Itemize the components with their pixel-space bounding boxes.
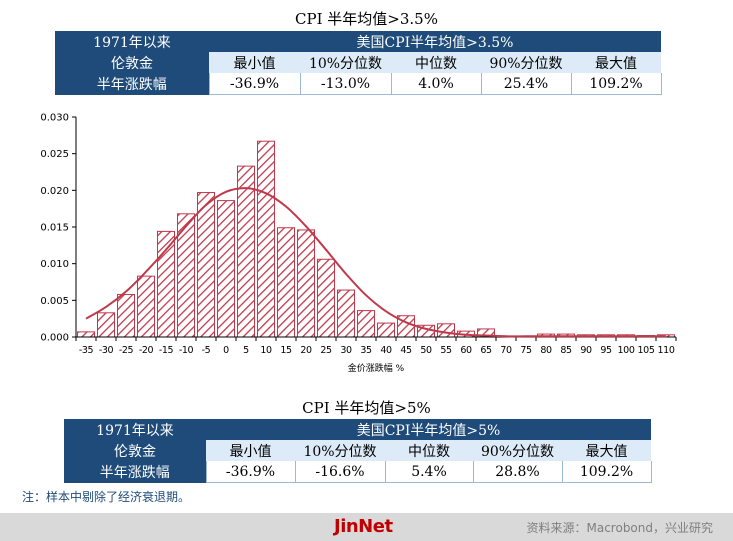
x-tick-label: 10 xyxy=(260,345,272,356)
chart-axes: 0.000 0.005 0.010 0.015 0.020 0.025 0.030 -35 -3… xyxy=(40,113,677,356)
table2-side-label-2: 伦敦金 xyxy=(64,440,206,461)
x-tick-label: 0 xyxy=(223,345,229,356)
histogram-bars xyxy=(77,140,675,338)
table2-col-p10: 10%分位数 xyxy=(295,440,385,461)
table2-title: CPI 半年均值>5% xyxy=(302,399,431,417)
histogram-bar xyxy=(117,293,135,338)
table1-col-min: 最小值 xyxy=(209,52,300,73)
x-tick-label: -30 xyxy=(99,345,114,356)
table2-col-median: 中位数 xyxy=(385,440,473,461)
x-tick-label: -5 xyxy=(202,345,211,356)
x-tick-label: 40 xyxy=(380,345,392,356)
x-tick-label: 105 xyxy=(638,345,655,356)
table2-value-min: -36.9% xyxy=(205,461,296,483)
jinnet-logo: JinNet xyxy=(334,516,393,537)
fitted-density-curve xyxy=(85,187,666,338)
y-tick-label: 0.000 xyxy=(40,333,69,344)
table1-side-label-3: 半年涨跌幅 xyxy=(55,73,209,95)
y-tick-label: 0.030 xyxy=(40,113,69,124)
x-tick-label: 35 xyxy=(360,345,372,356)
stats-table-2: 1971年以来 美国CPI半年均值>5% 伦敦金 最小值 10%分位数 中位数 … xyxy=(64,419,652,483)
table1-header: 美国CPI半年均值>3.5% xyxy=(209,31,662,52)
y-tick-label: 0.010 xyxy=(40,259,69,270)
table1-value-max: 109.2% xyxy=(571,73,662,95)
x-tick-label: 75 xyxy=(520,345,532,356)
source-text: 资料来源：Macrobond，兴业研究 xyxy=(526,521,714,535)
y-tick-label: 0.025 xyxy=(40,149,69,160)
x-tick-label: 25 xyxy=(320,345,332,356)
table2-value-p90: 28.8% xyxy=(473,461,563,483)
table1-title: CPI 半年均值>3.5% xyxy=(295,10,438,28)
table2-value-median: 5.4% xyxy=(385,461,474,483)
x-tick-label: 80 xyxy=(540,345,552,356)
x-tick-label: 55 xyxy=(440,345,452,356)
y-tick-label: 0.015 xyxy=(40,223,69,234)
x-tick-label: 15 xyxy=(280,345,292,356)
y-tick-label: 0.005 xyxy=(40,296,69,307)
x-tick-label: 70 xyxy=(500,345,512,356)
footnote: 注：样本中剔除了经济衰退期。 xyxy=(22,490,191,504)
table2-col-min: 最小值 xyxy=(206,440,295,461)
table2-side-label-1: 1971年以来 xyxy=(64,419,206,440)
x-tick-label: 50 xyxy=(420,345,432,356)
histogram-bar xyxy=(377,322,395,338)
table1-value-p90: 25.4% xyxy=(481,73,572,95)
table2-col-p90: 90%分位数 xyxy=(473,440,562,461)
table1-value-p10: -13.0% xyxy=(300,73,392,95)
table1-col-max: 最大值 xyxy=(571,52,662,73)
histogram-bar xyxy=(357,310,375,338)
table2-col-max: 最大值 xyxy=(562,440,652,461)
histogram-bar xyxy=(257,140,275,338)
histogram-bar xyxy=(97,312,115,338)
table1-side-label-2: 伦敦金 xyxy=(55,52,209,73)
x-tick-label: -25 xyxy=(119,345,134,356)
x-tick-label: 110 xyxy=(658,345,675,356)
table2-side-label-3: 半年涨跌幅 xyxy=(64,461,206,483)
histogram-bar xyxy=(197,192,215,338)
y-tick-label: 0.020 xyxy=(40,186,69,197)
x-tick-label: 95 xyxy=(600,345,612,356)
table1-value-median: 4.0% xyxy=(391,73,482,95)
x-tick-label: -15 xyxy=(159,345,174,356)
table1-side-label-1: 1971年以来 xyxy=(55,31,209,52)
stats-table-1: 1971年以来 美国CPI半年均值>3.5% 伦敦金 最小值 10%分位数 中位… xyxy=(55,31,662,95)
histogram-bar xyxy=(157,230,175,338)
x-tick-label: 30 xyxy=(340,345,352,356)
x-axis-label: 金价涨跌幅 % xyxy=(348,362,405,374)
table2-value-max: 109.2% xyxy=(562,461,652,483)
table1-value-min: -36.9% xyxy=(208,73,301,95)
x-tick-label: -35 xyxy=(79,345,94,356)
table1-col-median: 中位数 xyxy=(391,52,481,73)
x-tick-label: 45 xyxy=(400,345,412,356)
x-tick-label: -20 xyxy=(139,345,154,356)
table2-header: 美国CPI半年均值>5% xyxy=(206,419,652,440)
x-tick-label: 65 xyxy=(480,345,492,356)
histogram-bar xyxy=(317,258,335,338)
x-tick-label: -10 xyxy=(179,345,194,356)
x-tick-label: 85 xyxy=(560,345,572,356)
x-tick-label: 90 xyxy=(580,345,592,356)
histogram-bar xyxy=(77,331,95,338)
x-tick-label: 20 xyxy=(300,345,312,356)
x-tick-label: 5 xyxy=(243,345,249,356)
histogram-bar xyxy=(217,200,235,338)
histogram-bar xyxy=(297,229,315,338)
footer-bar: JinNet 资料来源：Macrobond，兴业研究 xyxy=(0,513,733,541)
histogram-bar xyxy=(277,227,295,338)
histogram-bar xyxy=(237,165,255,338)
table1-col-p90: 90%分位数 xyxy=(481,52,571,73)
table2-value-p10: -16.6% xyxy=(295,461,386,483)
histogram-bar xyxy=(437,323,455,338)
x-tick-label: 100 xyxy=(618,345,635,356)
table1-col-p10: 10%分位数 xyxy=(300,52,391,73)
histogram-chart: 0.000 0.005 0.010 0.015 0.020 0.025 0.030 -35 -3… xyxy=(40,113,677,374)
histogram-bar xyxy=(337,289,355,338)
x-tick-label: 60 xyxy=(460,345,472,356)
histogram-bar xyxy=(137,275,155,338)
